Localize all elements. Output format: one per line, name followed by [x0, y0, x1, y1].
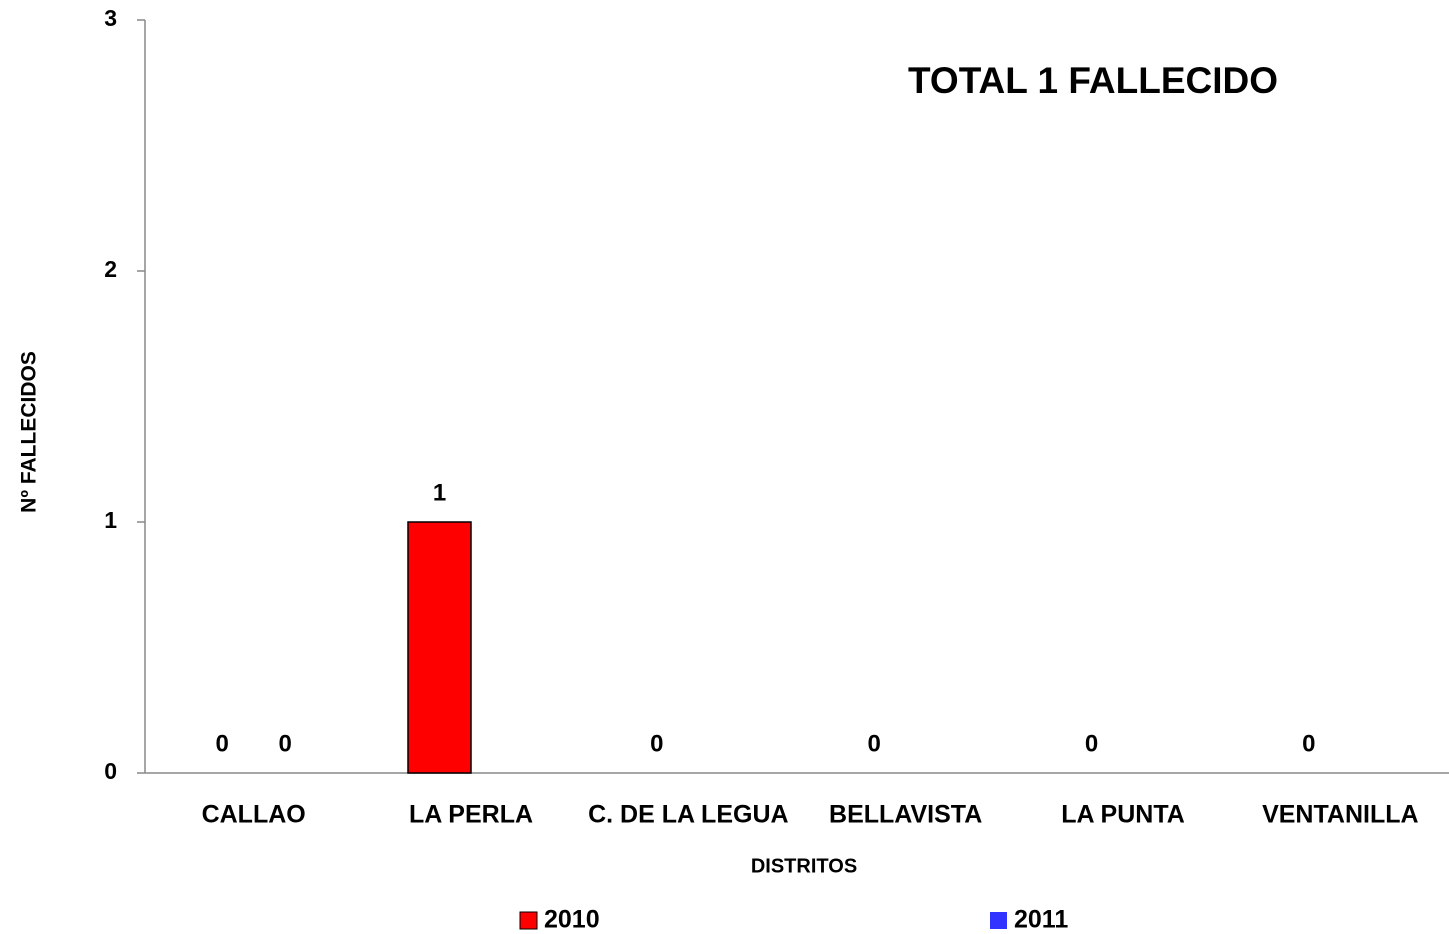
x-tick-label: VENTANILLA — [1262, 801, 1418, 829]
x-tick-label: LA PUNTA — [1061, 801, 1185, 829]
x-tick-label: BELLAVISTA — [829, 801, 982, 829]
data-label: 0 — [215, 730, 228, 757]
legend-label: 2010 — [544, 906, 600, 934]
y-tick-label: 2 — [104, 256, 117, 282]
y-axis-label: Nº FALLECIDOS — [18, 351, 41, 513]
legend-label: 2011 — [1014, 906, 1068, 934]
data-label: 0 — [278, 730, 291, 757]
data-label: 1 — [433, 479, 446, 506]
data-label: 0 — [1085, 730, 1098, 757]
x-tick-label: CALLAO — [202, 801, 306, 829]
x-axis-label: DISTRITOS — [751, 855, 857, 877]
y-tick-label: 0 — [104, 758, 117, 784]
data-label: 0 — [650, 730, 663, 757]
y-tick-label: 1 — [104, 507, 117, 533]
x-tick-label: C. DE LA LEGUA — [588, 801, 788, 829]
data-label: 0 — [867, 730, 880, 757]
chart-title: TOTAL 1 FALLECIDO — [908, 60, 1278, 101]
bar — [407, 521, 472, 774]
legend-swatch — [519, 911, 538, 930]
data-label: 0 — [1302, 730, 1315, 757]
legend-swatch — [990, 912, 1007, 929]
y-tick-label: 3 — [104, 5, 117, 31]
x-tick-label: LA PERLA — [409, 801, 533, 829]
